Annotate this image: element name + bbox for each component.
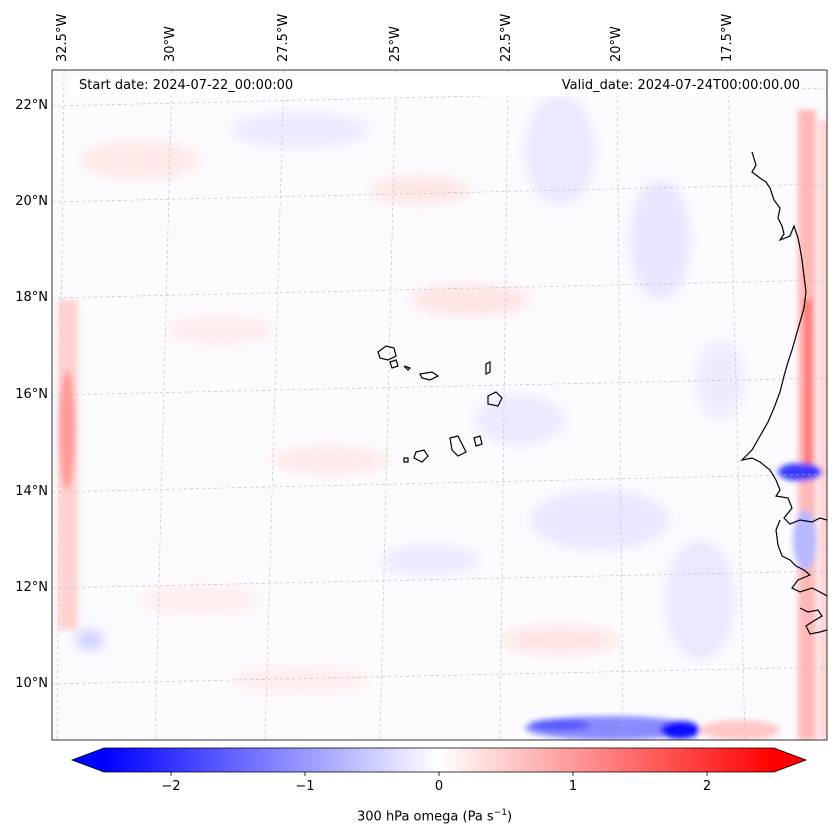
lon-label: 27.5°W [276, 13, 291, 62]
island-coastline [377, 345, 397, 361]
info-banner [70, 76, 800, 96]
colorbar-tick-label: 1 [568, 779, 578, 794]
coastlines [377, 151, 827, 635]
omega-anomaly [270, 446, 390, 474]
omega-anomaly [700, 720, 780, 740]
island-coastline [449, 435, 467, 457]
omega-anomaly [76, 630, 104, 650]
omega-edge-band-right [820, 120, 827, 740]
omega-anomaly [475, 395, 565, 445]
colorbar-extend-left [72, 748, 104, 772]
omega-anomaly [370, 175, 470, 205]
island-coastline [403, 365, 412, 371]
omega-anomaly [630, 180, 690, 300]
lat-label: 16°N [15, 387, 48, 402]
lat-label: 14°N [15, 484, 48, 499]
island-coastline [413, 449, 429, 463]
island-coastline [487, 391, 503, 407]
lon-label: 22.5°W [499, 13, 514, 62]
lon-label: 25°W [388, 26, 403, 62]
colorbar-extend-right [774, 748, 806, 772]
island-coastline [419, 371, 440, 381]
meridian-line [379, 70, 397, 740]
omega-anomaly [695, 340, 745, 420]
colorbar-tick-label: −1 [295, 779, 315, 794]
meridian-line [154, 70, 173, 740]
omega-anomaly [59, 370, 75, 490]
omega-anomaly [525, 95, 595, 205]
lon-label: 32.5°W [55, 13, 70, 62]
map-frame [51, 69, 828, 741]
omega-anomaly [380, 545, 480, 575]
colorbar-tick-label: 0 [434, 779, 444, 794]
lat-label: 22°N [15, 98, 48, 113]
lon-label: 20°W [609, 26, 624, 62]
africa-coastline [740, 151, 827, 525]
graticule [52, 70, 827, 740]
omega-anomaly [140, 585, 260, 615]
omega-anomaly [500, 626, 620, 654]
lon-label: 30°W [163, 26, 178, 62]
omega-anomaly [665, 540, 735, 660]
omega-field [52, 70, 827, 740]
lat-label: 10°N [15, 676, 48, 691]
colorbar-ticks [170, 772, 708, 776]
omega-anomaly [410, 284, 530, 316]
lat-label: 20°N [15, 194, 48, 209]
colorbar-label: 300 hPa omega (Pa s−1) [357, 808, 513, 825]
meridian-line [727, 70, 746, 740]
omega-anomaly [80, 140, 200, 180]
valid-date-text: Valid_date: 2024-07-24T00:00:00.00 [561, 78, 800, 93]
meridian-line [616, 70, 624, 740]
colorbar [70, 747, 808, 776]
meridian-line [264, 70, 285, 740]
meridian-line [56, 70, 65, 740]
island-coastline [473, 435, 483, 447]
colorbar-outline [70, 747, 808, 773]
lat-label: 18°N [15, 290, 48, 305]
omega-edge-band-right [804, 300, 812, 480]
omega-anomaly [530, 490, 670, 550]
colorbar-body [104, 748, 774, 772]
island-coastline [403, 457, 409, 463]
meridian-line [499, 70, 509, 740]
omega-anomaly [778, 463, 822, 481]
lon-label: 17.5°W [720, 13, 735, 62]
omega-anomaly [660, 721, 700, 739]
colorbar-tick-label: −2 [161, 779, 181, 794]
africa-coastline [775, 519, 827, 597]
colorbar-tick-label: 2 [702, 779, 712, 794]
omega-anomaly [793, 510, 817, 570]
omega-anomaly [530, 719, 590, 731]
island-coastline [389, 359, 399, 369]
omega-anomaly [230, 666, 370, 694]
island-coastline [485, 361, 491, 375]
omega-anomaly [230, 112, 370, 148]
start-date-text: Start date: 2024-07-22_00:00:00 [79, 78, 294, 93]
africa-coastline [799, 607, 827, 635]
omega-anomaly [165, 316, 275, 344]
lat-label: 12°N [15, 580, 48, 595]
